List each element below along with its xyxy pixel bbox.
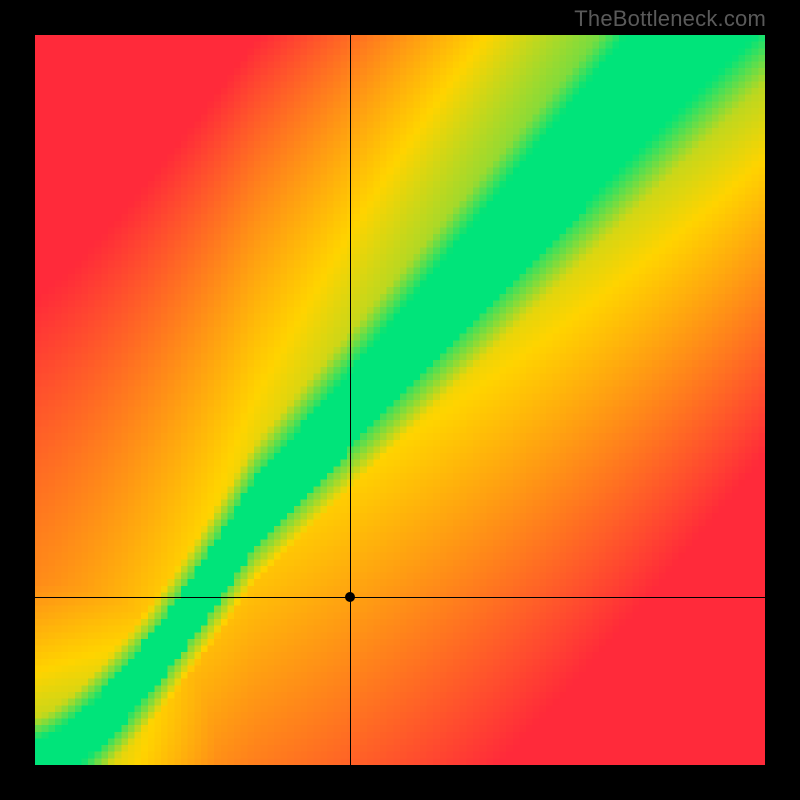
crosshair-horizontal	[35, 597, 765, 598]
bottleneck-heatmap	[35, 35, 765, 765]
watermark-text: TheBottleneck.com	[574, 6, 766, 32]
chart-container: TheBottleneck.com	[0, 0, 800, 800]
crosshair-vertical	[350, 35, 351, 765]
